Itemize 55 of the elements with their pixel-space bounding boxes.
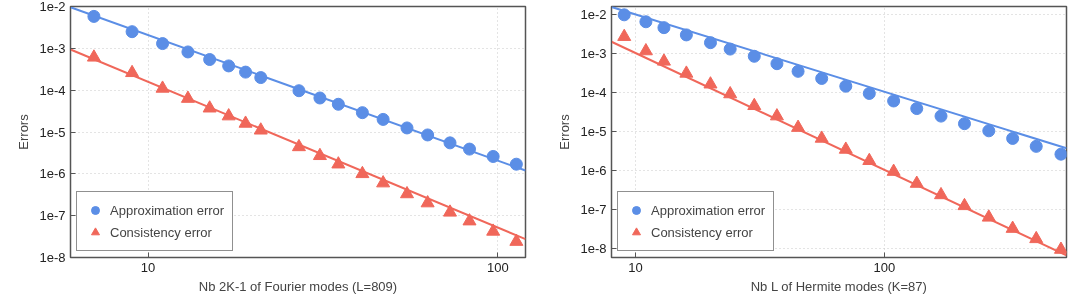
point <box>838 141 853 154</box>
y-tick-label: 1e-5 <box>580 124 607 140</box>
legend-label: Approximation error <box>110 202 225 218</box>
point <box>769 108 784 121</box>
y-tick-label: 1e-2 <box>580 6 607 22</box>
y-tick-label: 1e-5 <box>39 124 66 140</box>
point <box>791 64 805 78</box>
point <box>770 57 784 71</box>
legend-label: Consistency error <box>651 224 753 240</box>
point <box>957 197 972 211</box>
point <box>791 119 806 132</box>
point <box>723 42 737 56</box>
y-axis-title: Errors <box>16 113 32 150</box>
point <box>747 49 761 63</box>
y-tick-label: 1e-3 <box>39 40 66 56</box>
x-tick-label: 10 <box>140 259 156 275</box>
y-tick-label: 1e-7 <box>580 202 607 218</box>
y-tick-label: 1e-6 <box>39 166 66 182</box>
point <box>1006 131 1020 145</box>
point <box>887 94 901 108</box>
y-tick-label: 1e-8 <box>580 241 607 257</box>
point <box>1053 241 1067 254</box>
point <box>957 117 971 131</box>
y-axis-title: Errors <box>557 113 573 150</box>
point <box>723 86 738 99</box>
point <box>934 109 948 123</box>
point <box>886 163 901 176</box>
point <box>1054 147 1067 161</box>
point <box>981 209 996 222</box>
point <box>982 124 996 138</box>
point <box>909 175 924 188</box>
x-axis-title: Nb 2K-1 of Fourier modes (L=809) <box>198 278 398 294</box>
y-tick-label: 1e-2 <box>39 0 66 14</box>
point <box>815 71 829 85</box>
x-tick-label: 100 <box>486 259 509 275</box>
x-tick-label: 100 <box>873 259 896 275</box>
x-axis-title: Nb L of Hermite modes (K=87) <box>750 278 927 294</box>
point <box>934 186 949 200</box>
point <box>910 102 924 116</box>
y-tick-label: 1e-8 <box>39 250 66 265</box>
x-tick-label: 10 <box>628 259 643 275</box>
point <box>1005 220 1020 233</box>
point <box>862 86 876 100</box>
point <box>1029 139 1043 153</box>
y-tick-label: 1e-3 <box>580 46 607 62</box>
point <box>862 152 877 165</box>
y-tick-label: 1e-6 <box>580 163 607 179</box>
point <box>814 130 829 143</box>
legend-label: Approximation error <box>651 202 766 218</box>
y-tick-label: 1e-4 <box>39 82 66 98</box>
point <box>1029 230 1044 244</box>
y-tick-label: 1e-4 <box>580 85 607 101</box>
legend-label: Consistency error <box>110 224 212 240</box>
point <box>839 79 853 93</box>
y-tick-label: 1e-7 <box>39 208 66 224</box>
